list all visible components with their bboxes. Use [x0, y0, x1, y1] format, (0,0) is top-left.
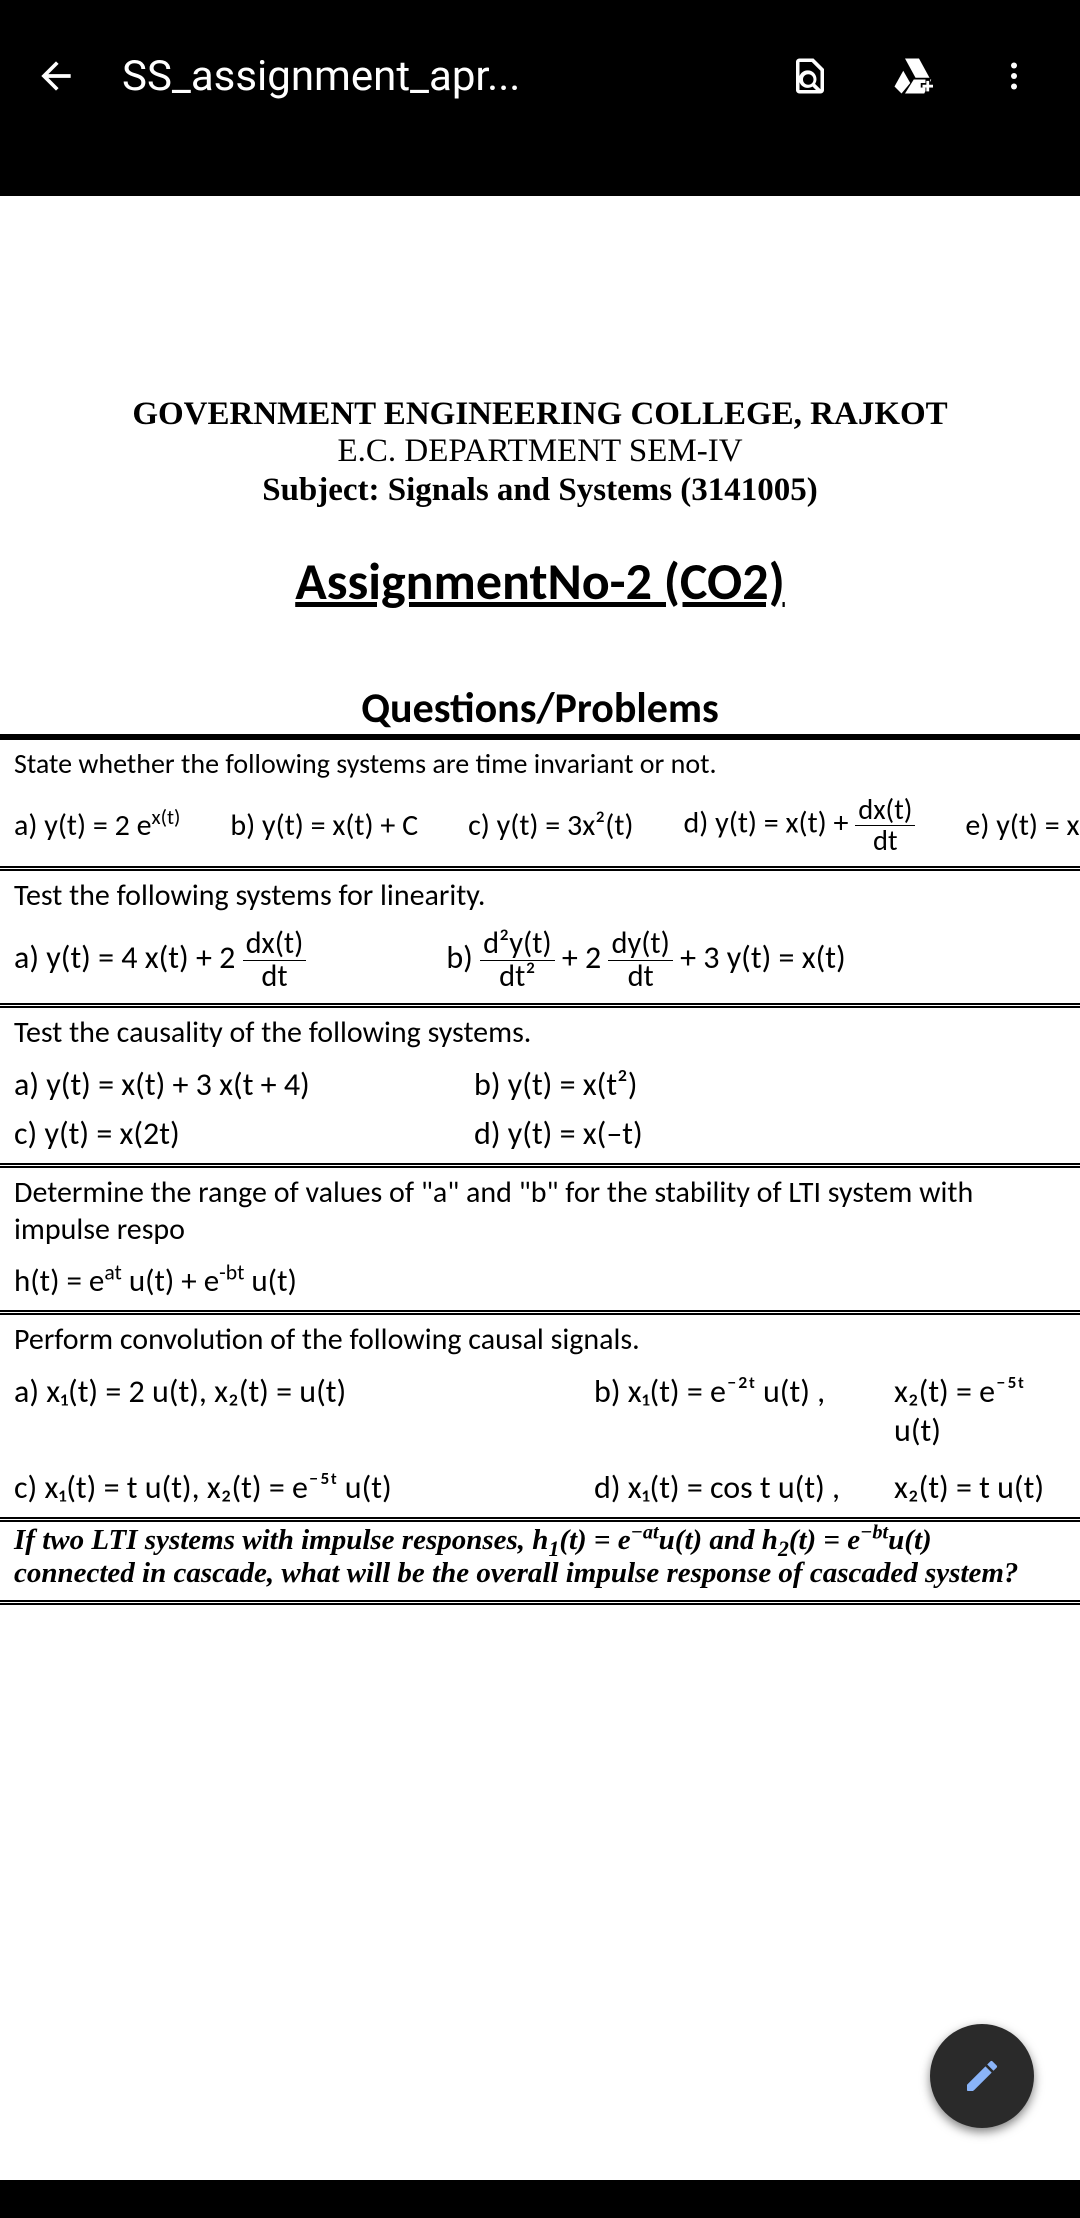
q6-line1: If two LTI systems with impulse response…: [14, 1524, 1066, 1557]
q1-c: c) y(t) = 3x²(t): [468, 807, 633, 844]
q1-a: a) y(t) = 2 ex(t): [14, 807, 180, 844]
q5-prompt: Perform convolution of the following cau…: [14, 1321, 1066, 1358]
q1-d: d) y(t) = x(t) + dx(t)dt: [684, 795, 916, 856]
arrow-left-icon: [34, 54, 78, 98]
page-content: GOVERNMENT ENGINEERING COLLEGE, RAJKOT E…: [0, 196, 1080, 1605]
department-line: E.C. DEPARTMENT SEM-IV: [0, 433, 1080, 470]
q2-b: b) d²y(t)dt² + 2 dy(t)dt + 3 y(t) = x(t): [446, 928, 845, 993]
q3-b: b) y(t) = x(t²): [474, 1065, 1066, 1104]
drive-add-icon: [891, 55, 933, 97]
q1-e: e) y(t) = x(t) + ∫: [965, 807, 1080, 844]
question-5: Perform convolution of the following cau…: [0, 1315, 1080, 1522]
questions-table: State whether the following systems are …: [0, 738, 1080, 1605]
overflow-button[interactable]: [978, 40, 1050, 112]
more-vert-icon: [996, 58, 1032, 94]
assignment-title: AssignmentNo-2 (CO2): [0, 549, 1080, 613]
app-bar: SS_assignment_apr...: [0, 20, 1080, 132]
document-title: SS_assignment_apr...: [92, 52, 774, 101]
q5-d-left: d) x₁(t) = cos t u(t) ,: [594, 1468, 894, 1507]
find-in-page-icon: [789, 55, 831, 97]
q4-eq: h(t) = eat u(t) + e-bt u(t): [14, 1262, 1066, 1300]
question-1: State whether the following systems are …: [0, 740, 1080, 871]
status-bar: [0, 0, 1080, 20]
edit-fab[interactable]: [930, 2024, 1034, 2128]
q3-c: c) y(t) = x(2t): [14, 1114, 474, 1153]
question-6: If two LTI systems with impulse response…: [0, 1522, 1080, 1605]
q2-a: a) y(t) = 4 x(t) + 2 dx(t)dt: [14, 928, 306, 993]
q2-prompt: Test the following systems for linearity…: [14, 877, 1066, 914]
back-button[interactable]: [20, 40, 92, 112]
q1-prompt: State whether the following systems are …: [14, 746, 1066, 781]
q3-prompt: Test the causality of the following syst…: [14, 1014, 1066, 1051]
subject-line: Subject: Signals and Systems (3141005): [0, 472, 1080, 509]
q6-line2: connected in cascade, what will be the o…: [14, 1557, 1066, 1590]
question-2: Test the following systems for linearity…: [0, 871, 1080, 1008]
document-header: GOVERNMENT ENGINEERING COLLEGE, RAJKOT E…: [0, 396, 1080, 509]
pencil-icon: [962, 2056, 1002, 2096]
q5-options: a) x₁(t) = 2 u(t), x₂(t) = u(t) b) x₁(t)…: [14, 1372, 1066, 1507]
q4-prompt: Determine the range of values of "a" and…: [14, 1174, 1066, 1248]
find-button[interactable]: [774, 40, 846, 112]
q5-b-left: b) x₁(t) = e⁻²ᵗ u(t) ,: [594, 1372, 894, 1450]
drive-shortcut-button[interactable]: [876, 40, 948, 112]
q5-a: a) x₁(t) = 2 u(t), x₂(t) = u(t): [14, 1372, 594, 1450]
q5-b-right: x₂(t) = e⁻⁵ᵗ u(t): [894, 1372, 1066, 1450]
section-header: Questions/Problems: [0, 683, 1080, 738]
question-4: Determine the range of values of "a" and…: [0, 1168, 1080, 1315]
q3-d: d) y(t) = x(–t): [474, 1114, 1066, 1153]
q2-options: a) y(t) = 4 x(t) + 2 dx(t)dt b) d²y(t)dt…: [14, 928, 1066, 993]
q3-a: a) y(t) = x(t) + 3 x(t + 4): [14, 1065, 474, 1104]
q1-b: b) y(t) = x(t) + C: [230, 807, 418, 844]
question-3: Test the causality of the following syst…: [0, 1008, 1080, 1168]
q1-options: a) y(t) = 2 ex(t) b) y(t) = x(t) + C c) …: [14, 795, 1066, 856]
q5-d-right: x₂(t) = t u(t): [894, 1468, 1066, 1507]
q3-options: a) y(t) = x(t) + 3 x(t + 4) b) y(t) = x(…: [14, 1065, 1066, 1153]
college-name: GOVERNMENT ENGINEERING COLLEGE, RAJKOT: [0, 396, 1080, 433]
document-viewport[interactable]: GOVERNMENT ENGINEERING COLLEGE, RAJKOT E…: [0, 196, 1080, 2180]
q5-c: c) x₁(t) = t u(t), x₂(t) = e⁻⁵ᵗ u(t): [14, 1468, 594, 1507]
